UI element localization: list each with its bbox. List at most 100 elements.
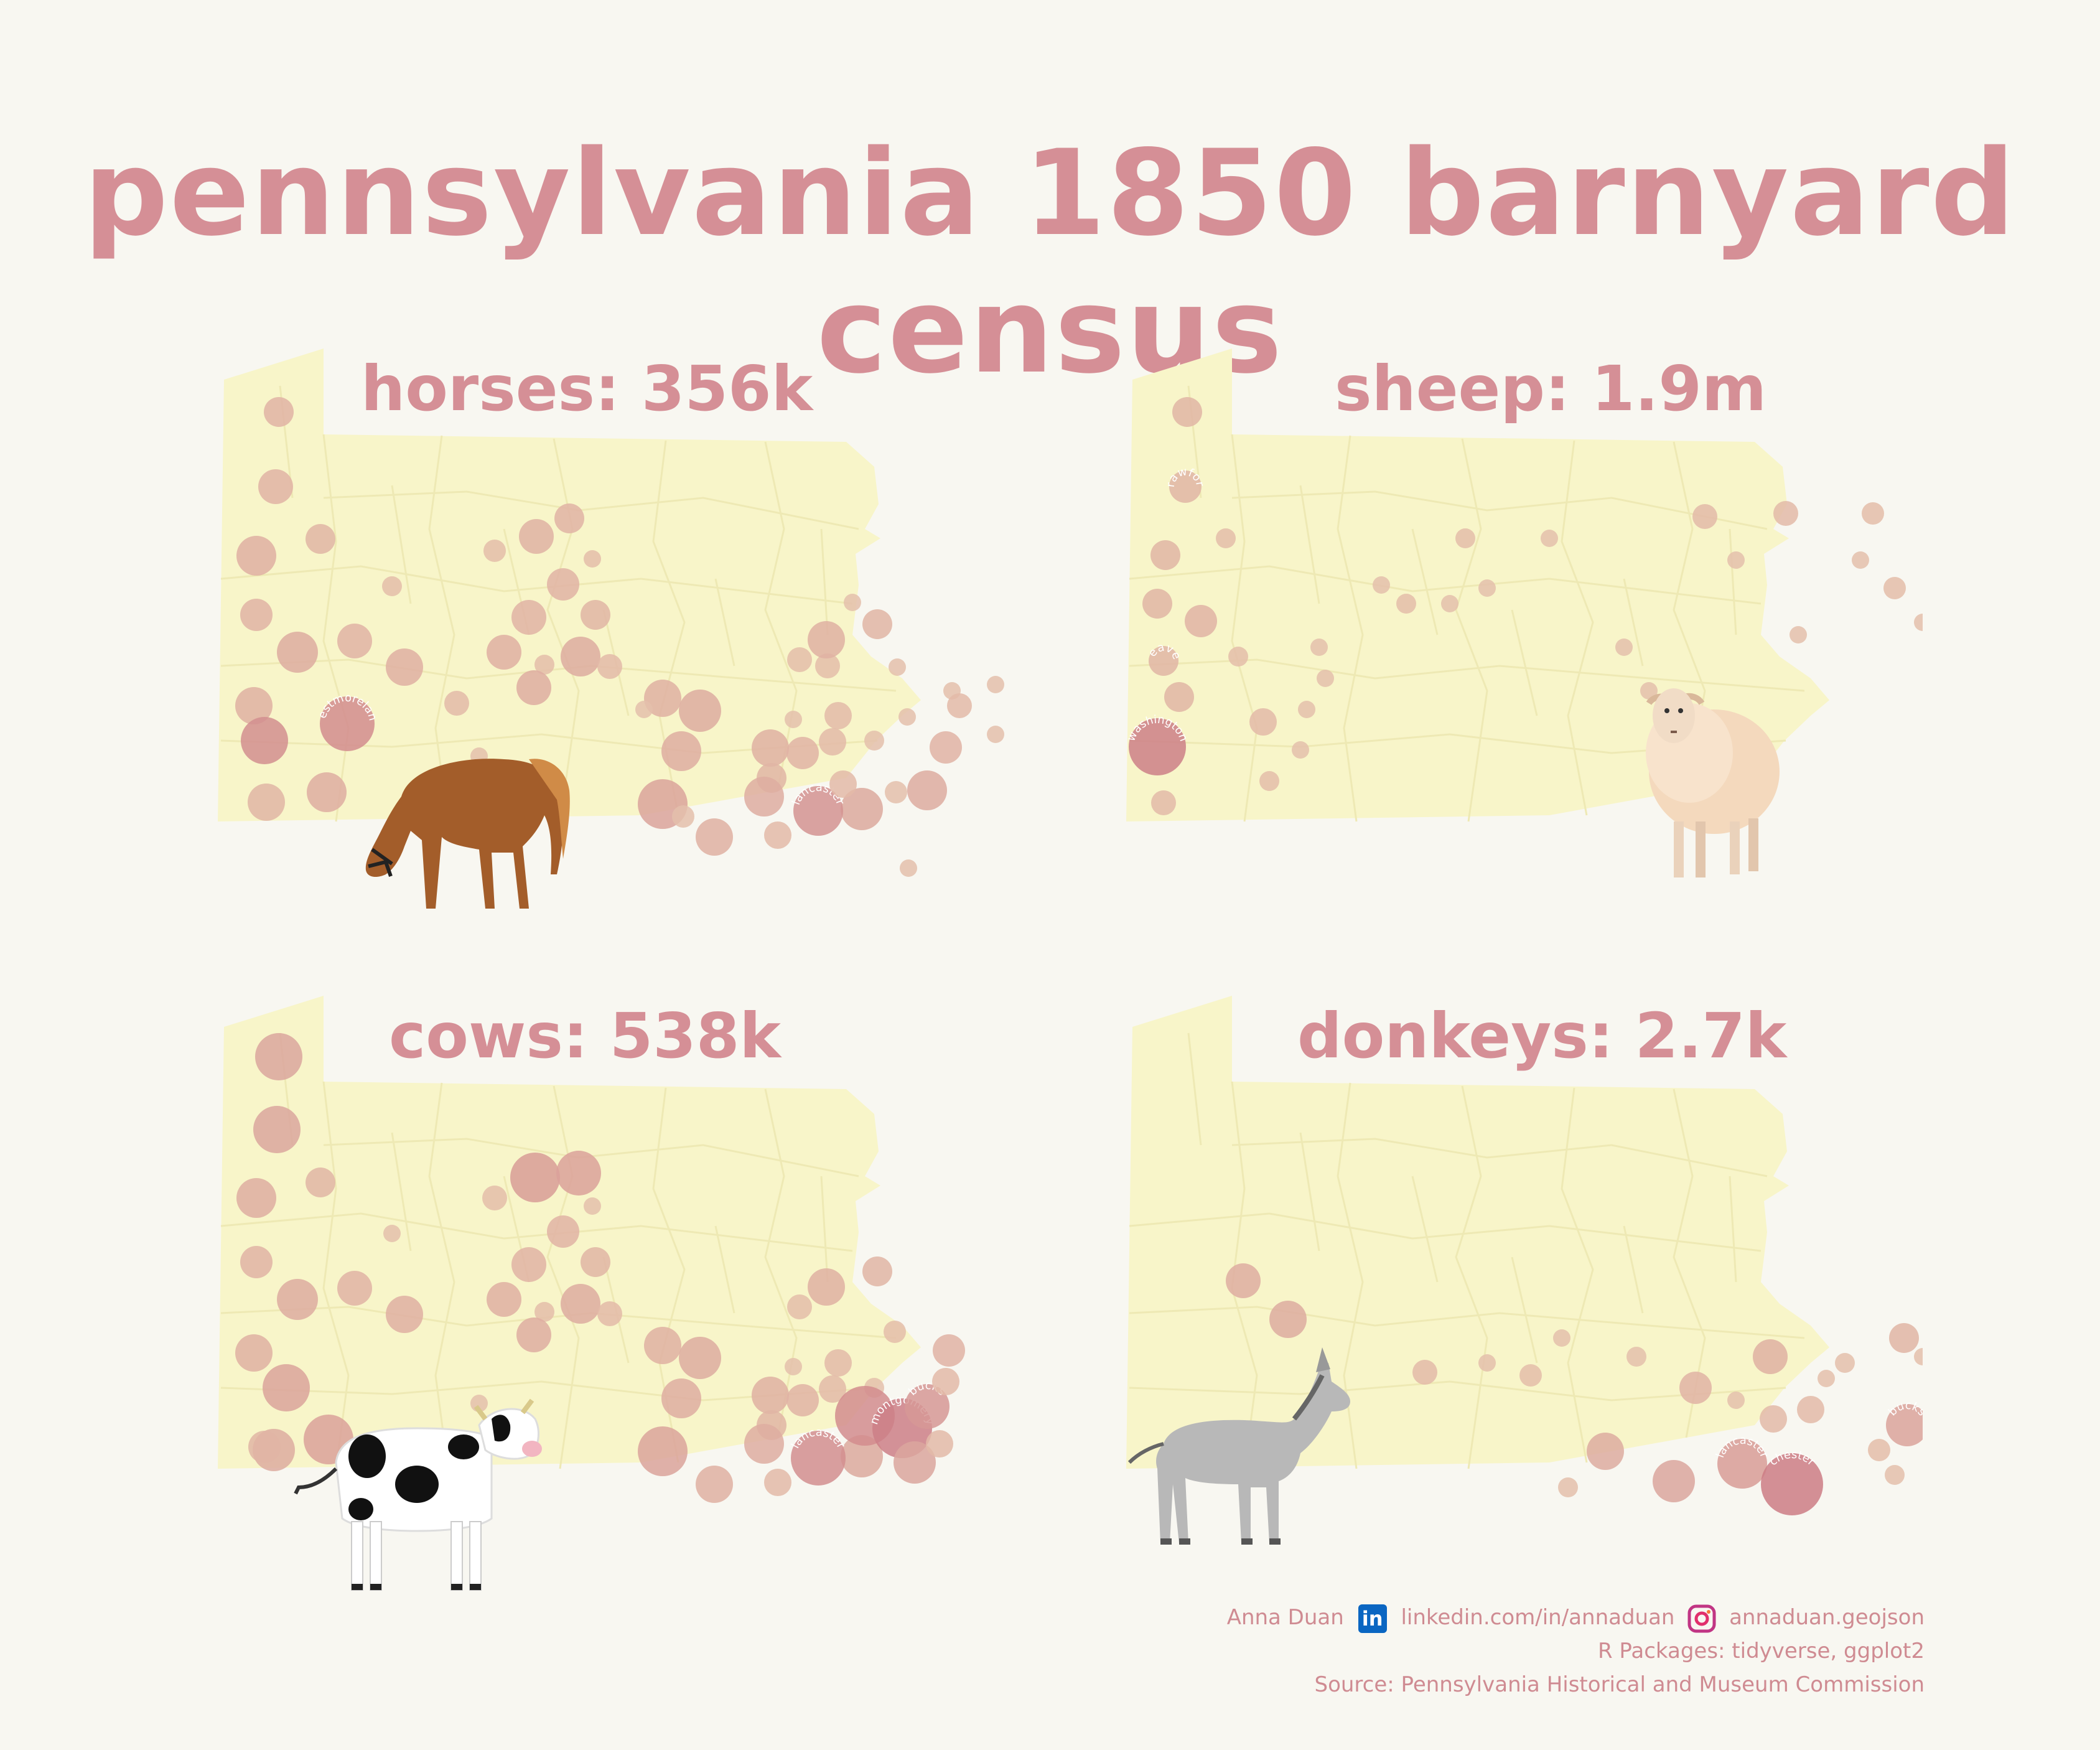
county-bubble[interactable] bbox=[764, 1469, 791, 1496]
county-bubble[interactable] bbox=[444, 691, 469, 716]
county-bubble[interactable] bbox=[1679, 1372, 1712, 1404]
county-bubble[interactable] bbox=[534, 655, 554, 675]
county-bubble[interactable] bbox=[1835, 1353, 1855, 1373]
county-bubble[interactable] bbox=[932, 1368, 959, 1395]
county-bubble[interactable] bbox=[277, 632, 318, 673]
county-bubble[interactable] bbox=[829, 770, 857, 798]
county-bubble[interactable] bbox=[1587, 1433, 1624, 1470]
county-bubble[interactable] bbox=[1626, 1347, 1646, 1367]
county-bubble[interactable] bbox=[1761, 1453, 1823, 1515]
county-bubble[interactable] bbox=[1149, 646, 1178, 676]
county-bubble[interactable] bbox=[258, 469, 293, 504]
county-bubble[interactable] bbox=[519, 519, 554, 554]
county-bubble[interactable] bbox=[815, 653, 840, 678]
county-bubble[interactable] bbox=[561, 1284, 600, 1324]
county-bubble[interactable] bbox=[884, 1321, 906, 1343]
county-bubble[interactable] bbox=[1373, 576, 1390, 594]
county-bubble[interactable] bbox=[1310, 639, 1328, 656]
county-bubble[interactable] bbox=[785, 711, 802, 728]
county-bubble[interactable] bbox=[1558, 1477, 1578, 1497]
county-bubble[interactable] bbox=[1455, 528, 1475, 548]
county-bubble[interactable] bbox=[235, 1334, 273, 1372]
county-bubble[interactable] bbox=[644, 680, 681, 717]
county-bubble[interactable] bbox=[679, 690, 721, 732]
county-bubble[interactable] bbox=[255, 1033, 302, 1080]
county-bubble[interactable] bbox=[661, 731, 701, 771]
county-bubble[interactable] bbox=[547, 568, 579, 601]
county-bubble[interactable] bbox=[1298, 701, 1315, 718]
county-bubble[interactable] bbox=[1914, 1348, 1923, 1365]
county-bubble[interactable] bbox=[644, 1327, 681, 1364]
county-bubble[interactable] bbox=[1862, 502, 1884, 525]
county-bubble[interactable] bbox=[1653, 1460, 1695, 1502]
county-bubble[interactable] bbox=[764, 821, 791, 849]
county-bubble[interactable] bbox=[337, 624, 372, 658]
county-bubble[interactable] bbox=[240, 599, 273, 631]
county-bubble[interactable] bbox=[1150, 540, 1180, 570]
county-bubble[interactable] bbox=[516, 670, 551, 705]
county-bubble[interactable] bbox=[1553, 1329, 1570, 1347]
county-bubble[interactable] bbox=[1727, 1392, 1745, 1409]
county-bubble[interactable] bbox=[1216, 528, 1236, 548]
county-bubble[interactable] bbox=[926, 1430, 953, 1458]
county-bubble[interactable] bbox=[277, 1279, 318, 1320]
county-bubble[interactable] bbox=[885, 781, 907, 803]
county-bubble[interactable] bbox=[752, 729, 789, 767]
county-bubble[interactable] bbox=[672, 805, 694, 828]
county-bubble[interactable] bbox=[1151, 790, 1176, 815]
county-bubble[interactable] bbox=[1883, 577, 1906, 599]
county-bubble[interactable] bbox=[1886, 1404, 1923, 1446]
county-bubble[interactable] bbox=[386, 1296, 423, 1333]
county-bubble[interactable] bbox=[696, 818, 733, 856]
county-bubble[interactable] bbox=[1317, 670, 1334, 687]
county-bubble[interactable] bbox=[1760, 1405, 1787, 1433]
county-bubble[interactable] bbox=[787, 1294, 812, 1319]
county-bubble[interactable] bbox=[320, 696, 375, 751]
county-bubble[interactable] bbox=[236, 536, 276, 576]
county-bubble[interactable] bbox=[511, 600, 546, 635]
county-bubble[interactable] bbox=[1692, 504, 1717, 529]
county-bubble[interactable] bbox=[864, 731, 884, 751]
county-bubble[interactable] bbox=[819, 1375, 846, 1403]
county-bubble[interactable] bbox=[844, 594, 861, 611]
county-bubble[interactable] bbox=[386, 648, 423, 686]
county-bubble[interactable] bbox=[1914, 614, 1923, 631]
county-bubble[interactable] bbox=[752, 1377, 789, 1414]
county-bubble[interactable] bbox=[487, 635, 521, 670]
county-bubble[interactable] bbox=[1441, 595, 1458, 612]
county-bubble[interactable] bbox=[264, 397, 294, 427]
county-bubble[interactable] bbox=[306, 524, 335, 554]
county-bubble[interactable] bbox=[584, 550, 601, 568]
county-bubble[interactable] bbox=[240, 1246, 273, 1278]
county-bubble[interactable] bbox=[253, 1106, 301, 1153]
county-bubble[interactable] bbox=[241, 717, 288, 764]
county-bubble[interactable] bbox=[1640, 682, 1658, 700]
county-bubble[interactable] bbox=[791, 1431, 846, 1486]
county-bubble[interactable] bbox=[306, 1167, 335, 1197]
county-bubble[interactable] bbox=[787, 647, 812, 672]
county-bubble[interactable] bbox=[1797, 1396, 1824, 1423]
county-bubble[interactable] bbox=[808, 1268, 845, 1306]
county-bubble[interactable] bbox=[1818, 1370, 1835, 1387]
county-bubble[interactable] bbox=[337, 1271, 372, 1306]
county-bubble[interactable] bbox=[793, 786, 843, 836]
county-bubble[interactable] bbox=[554, 503, 584, 533]
county-bubble[interactable] bbox=[1727, 551, 1745, 569]
county-bubble[interactable] bbox=[547, 1215, 579, 1248]
county-bubble[interactable] bbox=[235, 687, 273, 724]
county-bubble[interactable] bbox=[987, 726, 1004, 743]
county-bubble[interactable] bbox=[597, 654, 622, 679]
county-bubble[interactable] bbox=[483, 540, 506, 562]
county-bubble[interactable] bbox=[1478, 579, 1496, 597]
county-bubble[interactable] bbox=[597, 1301, 622, 1326]
county-bubble[interactable] bbox=[696, 1466, 733, 1503]
county-bubble[interactable] bbox=[1172, 397, 1202, 427]
county-bubble[interactable] bbox=[905, 1384, 950, 1429]
county-bubble[interactable] bbox=[248, 1431, 281, 1463]
county-bubble[interactable] bbox=[1249, 708, 1277, 736]
county-bubble[interactable] bbox=[1885, 1465, 1905, 1485]
county-bubble[interactable] bbox=[786, 1384, 819, 1416]
county-bubble[interactable] bbox=[482, 1186, 507, 1210]
county-bubble[interactable] bbox=[987, 676, 1004, 693]
county-bubble[interactable] bbox=[561, 637, 600, 676]
